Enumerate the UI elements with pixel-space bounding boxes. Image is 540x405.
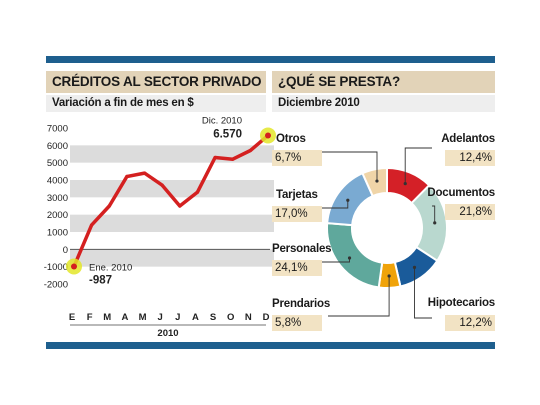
leader-dot [346,198,350,202]
y-tick-label: 0 [63,245,68,256]
label-hipotecarios: Hipotecarios [427,297,495,309]
grid-band [70,249,274,267]
data-point [213,155,217,160]
x-tick-label: M [103,312,111,323]
end-point [265,132,271,139]
label-tarjetas: Tarjetas [276,189,318,201]
data-point [195,190,200,194]
x-tick-label: J [175,312,180,323]
leader-dot [403,181,407,186]
value-personales: 24,1% [272,260,322,276]
start-point [71,263,77,270]
end-annotation-value: 6.570 [213,128,242,140]
leader-adelantos [404,147,432,184]
label-documentos: Documentos [427,187,495,199]
x-axis-label: 2010 [157,328,178,339]
leader-documentos [432,205,436,223]
value-hipotecarios: 12,2% [445,315,495,331]
left-panel-subtitle: Variación a fin de mes en $ [46,95,266,112]
leader-dot [412,265,417,269]
data-point [248,148,252,153]
label-otros: Otros [276,133,306,145]
x-tick-label: N [245,312,252,323]
end-annotation-label: Dic. 2010 [202,115,242,126]
series-line [72,133,270,269]
x-tick-label: M [139,312,147,323]
grid-band [70,214,274,232]
data-point [142,171,147,175]
right-panel-title: ¿QUÉ SE PRESTA? [272,71,495,93]
leader-otros [322,151,378,182]
slice-personales [326,222,384,289]
x-tick-label: F [87,312,93,323]
y-tick-label: 7000 [47,124,68,135]
leader-tarjetas [322,200,349,209]
y-tick-label: -1000 [44,262,68,273]
label-adelantos: Adelantos [441,133,495,145]
y-tick-label: 5000 [47,158,68,169]
label-prendarios: Prendarios [272,298,331,310]
data-point [160,183,164,187]
leader-dot [387,274,391,278]
bottom-frame-bar [46,342,495,349]
start-annotation-value: -987 [89,274,112,286]
value-documentos: 21,8% [445,204,495,220]
slice-otros [361,166,388,198]
data-point [90,223,94,227]
label-personales: Personales [272,243,332,255]
top-frame-bar [46,56,495,63]
data-point [125,174,129,179]
y-tick-label: 4000 [47,176,68,187]
x-tick-label: A [192,312,199,323]
start-annotation-label: Ene. 2010 [89,262,132,273]
left-panel-title: CRÉDITOS AL SECTOR PRIVADO [46,71,266,93]
y-tick-label: 6000 [47,141,68,152]
x-tick-label: D [263,312,270,323]
data-point [231,157,235,161]
y-tick-label: 2000 [47,210,68,221]
x-tick-label: A [121,312,128,323]
value-otros: 6,7% [272,150,322,166]
leader-dot [433,221,437,225]
leader-hipotecarios [414,267,432,319]
x-tick-label: O [227,312,234,323]
data-point [107,204,111,208]
x-tick-label: J [158,312,163,323]
leader-dot [347,256,352,260]
leader-prendarios [328,276,390,317]
data-point [178,204,182,208]
y-tick-label: -2000 [44,280,68,291]
x-tick-label: E [69,312,75,323]
value-adelantos: 12,4% [445,150,495,166]
leader-dot [375,179,379,183]
x-tick-label: S [210,312,216,323]
y-tick-label: 3000 [47,193,68,204]
value-prendarios: 5,8% [272,315,322,331]
right-panel-subtitle: Diciembre 2010 [272,95,495,112]
y-tick-label: 1000 [47,228,68,239]
value-tarjetas: 17,0% [272,206,322,222]
